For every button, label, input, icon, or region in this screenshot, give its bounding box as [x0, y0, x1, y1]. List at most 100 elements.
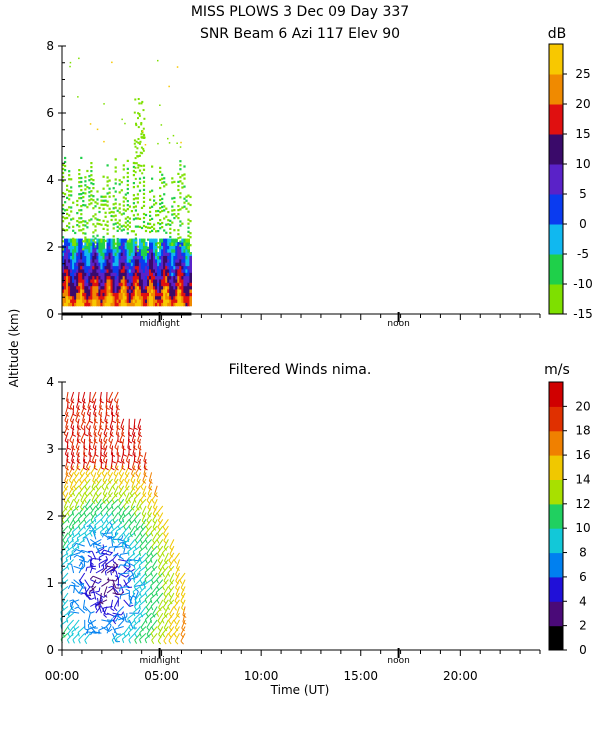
snr-cell — [86, 226, 89, 229]
snr-cell — [138, 285, 142, 290]
snr-cell — [62, 282, 65, 287]
snr-cell — [173, 258, 176, 263]
snr-cell — [181, 295, 184, 300]
snr-cell — [132, 292, 136, 297]
snr-cell — [177, 268, 180, 273]
snr-cell — [104, 275, 108, 280]
snr-cell — [68, 248, 71, 253]
wind-barb-shaft — [78, 558, 85, 567]
wind-barb-flag — [116, 427, 121, 431]
snr-cell — [155, 282, 158, 287]
wind-barb-flag — [130, 507, 135, 511]
wind-barb-flag — [104, 571, 107, 576]
wind-barb — [76, 532, 85, 542]
snr-cell — [140, 268, 144, 273]
wind-barb-shaft — [114, 626, 124, 630]
snr-cell — [157, 278, 160, 283]
snr-cell — [134, 252, 138, 256]
wind-barb-flag — [140, 627, 144, 631]
wind-barb-flag — [83, 460, 88, 464]
wind-barb-flag — [142, 493, 147, 498]
wind-barb — [139, 532, 147, 544]
snr-cell — [122, 224, 125, 227]
wind-barb — [135, 465, 141, 477]
wind-barb — [127, 572, 136, 583]
snr-cell — [136, 302, 140, 307]
colorbar-swatch — [549, 44, 563, 75]
colorbar-swatch — [549, 224, 563, 255]
wind-barb-shaft — [93, 590, 97, 600]
snr-cell — [153, 262, 156, 267]
wind-barb — [117, 572, 130, 578]
snr-cell — [92, 278, 95, 283]
snr-cell — [84, 278, 87, 283]
snr-cell — [62, 163, 65, 167]
snr-cell — [112, 302, 116, 307]
wind-barb — [78, 518, 86, 530]
wind-barb — [91, 478, 97, 491]
snr-cell — [171, 282, 174, 287]
wind-barb-shaft — [88, 445, 91, 455]
snr-cell — [165, 183, 168, 186]
snr-cell — [189, 262, 192, 267]
snr-cell — [149, 282, 152, 287]
wind-marker-label: midnight — [140, 656, 181, 666]
snr-cell — [88, 282, 91, 287]
wind-barb-shaft — [72, 405, 75, 415]
snr-cell — [112, 238, 116, 243]
wind-barb-flag — [132, 467, 136, 471]
wind-barb — [70, 599, 80, 607]
snr-cell — [176, 142, 178, 144]
wind-barb — [117, 432, 122, 444]
snr-cell — [100, 203, 103, 206]
wind-barb — [163, 633, 169, 645]
wind-barb-shaft — [103, 586, 108, 596]
wind-barb-shaft — [93, 425, 97, 435]
wind-barb-shaft — [123, 525, 130, 534]
snr-cell — [124, 248, 128, 253]
wind-barb-shaft — [123, 612, 127, 622]
wind-barb — [150, 552, 158, 563]
wind-barb — [99, 398, 104, 411]
snr-cell — [64, 285, 67, 290]
wind-barb — [152, 498, 158, 511]
snr-cell — [161, 292, 164, 297]
wind-barb — [76, 425, 81, 438]
snr-cell — [137, 98, 140, 100]
wind-barb — [123, 525, 130, 537]
wind-barb — [142, 485, 147, 498]
wind-barb-flag — [123, 539, 127, 544]
snr-cell — [72, 295, 75, 300]
wind-barb-shaft — [113, 465, 119, 474]
snr-cell — [94, 295, 97, 300]
snr-cell — [159, 258, 162, 263]
snr-cell — [151, 245, 154, 250]
snr-cell — [179, 278, 182, 283]
snr-cell — [104, 288, 108, 293]
wind-barb-shaft — [156, 592, 164, 601]
snr-cell — [169, 252, 172, 256]
snr-cell — [128, 292, 132, 297]
snr-cell — [140, 122, 143, 124]
wind-barb — [143, 458, 148, 471]
snr-cell — [149, 288, 152, 293]
snr-cell — [78, 268, 81, 273]
wind-barb-flag — [121, 433, 126, 438]
wind-barb — [111, 405, 116, 417]
wind-barb-shaft — [92, 558, 102, 560]
wind-barb-shaft — [62, 505, 69, 514]
snr-cell — [134, 177, 137, 180]
wind-barb — [110, 599, 115, 612]
wind-barb-shaft — [150, 552, 158, 560]
wind-barb-flag — [133, 498, 137, 503]
wind-barb-shaft — [84, 586, 88, 596]
wind-barb — [71, 525, 80, 536]
snr-cell — [175, 265, 178, 270]
snr-cell — [177, 278, 180, 283]
snr-cell — [144, 248, 148, 253]
wind-barb-flag — [62, 493, 66, 497]
wind-barb — [101, 555, 109, 567]
wind-barb — [65, 458, 69, 471]
snr-cell — [138, 102, 141, 105]
snr-cell — [86, 255, 89, 260]
